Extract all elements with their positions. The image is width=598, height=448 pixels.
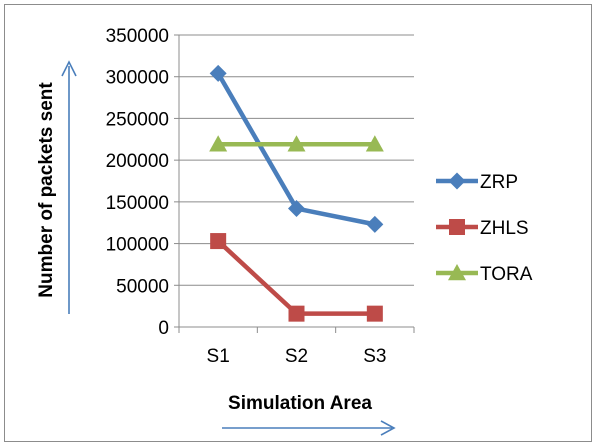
y-tick-label: 250000 <box>106 109 169 130</box>
y-tick-label: 0 <box>158 318 169 339</box>
y-tick-label: 350000 <box>106 26 169 47</box>
series-line-zhls <box>216 239 375 316</box>
data-point-zrp <box>209 64 227 82</box>
legend-label-tora: TORA <box>480 264 533 285</box>
x-tick-label: S1 <box>207 346 230 367</box>
legend-label-zhls: ZHLS <box>480 218 529 239</box>
axes <box>178 35 415 333</box>
gridlines <box>174 34 414 328</box>
legend-item-zrp: ZRP <box>436 172 518 193</box>
legend-item-tora: TORA <box>436 264 533 285</box>
x-tick-label: S3 <box>363 346 386 367</box>
y-axis-arrow <box>61 60 77 314</box>
y-tick-label: 300000 <box>106 68 169 89</box>
legend-marker-zhls <box>449 219 465 235</box>
series-zhls <box>210 233 383 322</box>
y-axis-title: Number of packets sent <box>36 82 57 298</box>
y-tick-label: 200000 <box>106 151 169 172</box>
legend-marker-zrp <box>448 172 466 190</box>
x-tick-label: S2 <box>285 346 308 367</box>
x-tick-labels: S1 S2 S3 <box>207 346 387 367</box>
y-tick-label: 150000 <box>106 193 169 214</box>
data-point-zhls <box>210 233 227 250</box>
series-group <box>209 64 384 322</box>
data-point-tora <box>209 135 228 152</box>
data-point-tora <box>287 135 306 152</box>
legend-label-zrp: ZRP <box>480 172 518 193</box>
y-tick-label: 100000 <box>106 235 169 256</box>
legend: ZRP ZHLS TORA <box>436 172 533 285</box>
data-point-zrp <box>366 215 384 233</box>
series-tora <box>209 135 384 152</box>
x-axis-arrow <box>222 420 396 436</box>
x-axis-title: Simulation Area <box>228 393 372 414</box>
data-point-zrp <box>288 200 305 218</box>
legend-marker-tora <box>448 264 466 281</box>
data-point-zhls <box>288 305 305 322</box>
data-point-zhls <box>366 305 383 322</box>
series-zrp <box>209 64 384 233</box>
legend-item-zhls: ZHLS <box>436 218 529 239</box>
data-point-tora <box>365 135 384 152</box>
y-tick-labels: 0 50000 100000 150000 200000 250000 300000 3500… <box>106 26 169 339</box>
y-tick-label: 50000 <box>116 276 169 297</box>
